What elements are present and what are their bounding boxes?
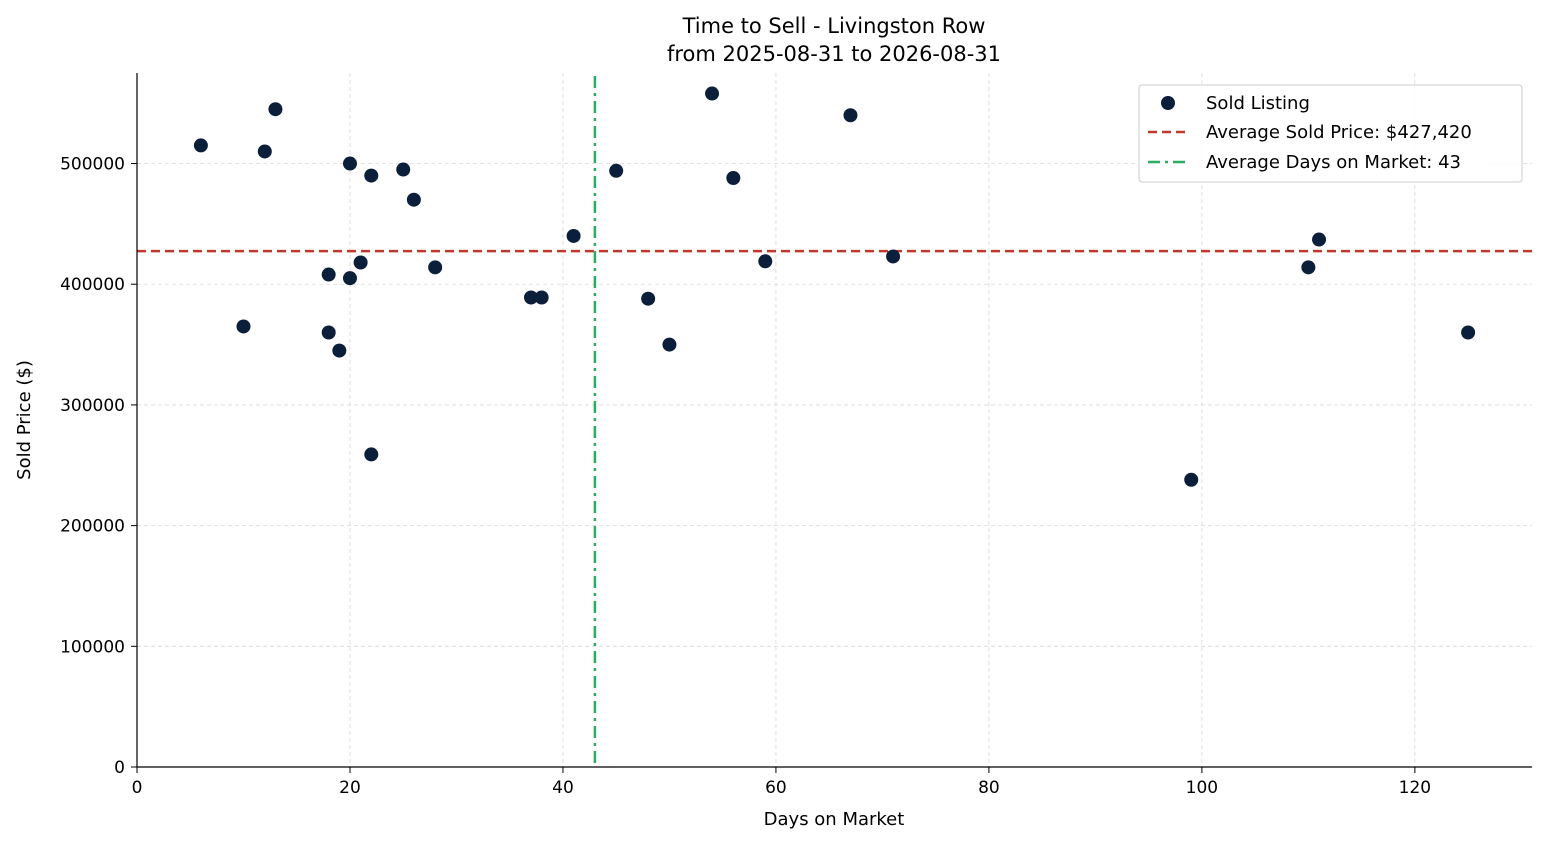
data-point <box>406 192 421 207</box>
x-tick-label: 100 <box>1186 778 1218 798</box>
data-point <box>662 337 677 352</box>
legend-label-avg-price: Average Sold Price: $427,420 <box>1206 122 1472 143</box>
data-point <box>364 168 379 183</box>
data-point <box>726 171 741 186</box>
legend-label-avg-days: Average Days on Market: 43 <box>1206 152 1461 173</box>
x-tick-label: 20 <box>339 778 361 798</box>
x-axis-label: Days on Market <box>764 809 905 830</box>
data-point <box>364 447 379 462</box>
legend: Sold Listing Average Sold Price: $427,42… <box>1138 84 1523 183</box>
chart-subtitle: from 2025-08-31 to 2026-08-31 <box>667 42 1001 66</box>
data-point <box>342 156 357 171</box>
data-point <box>193 138 208 153</box>
y-tick-label: 500000 <box>60 155 125 175</box>
x-tick-label: 40 <box>552 778 574 798</box>
x-tick-label: 60 <box>765 778 787 798</box>
y-ticks: 0 100000 200000 300000 400000 500000 <box>60 155 137 778</box>
chart-title: Time to Sell - Livingston Row <box>682 14 986 38</box>
legend-label-sold-listing: Sold Listing <box>1206 93 1310 114</box>
data-point <box>566 228 581 243</box>
data-point <box>524 290 539 305</box>
data-point <box>353 255 368 270</box>
x-tick-label: 80 <box>978 778 1000 798</box>
data-point <box>886 249 901 264</box>
x-tick-label: 0 <box>132 778 143 798</box>
x-ticks: 0 20 40 60 80 100 120 <box>132 767 1431 798</box>
data-point <box>1312 232 1327 247</box>
data-point <box>1461 325 1476 340</box>
data-point <box>321 325 336 340</box>
data-point <box>396 162 411 177</box>
data-point <box>332 343 347 358</box>
data-point <box>268 102 283 117</box>
data-point <box>534 290 549 305</box>
data-point <box>641 291 656 306</box>
data-point <box>1184 472 1199 487</box>
x-tick-label: 120 <box>1399 778 1431 798</box>
data-point <box>705 86 720 101</box>
data-point <box>321 267 336 282</box>
data-point <box>609 163 624 178</box>
legend-marker-sold-listing <box>1161 96 1175 110</box>
y-axis-label: Sold Price ($) <box>14 360 35 480</box>
y-tick-label: 100000 <box>60 637 125 657</box>
data-point <box>342 271 357 286</box>
legend-box <box>1138 84 1523 183</box>
y-tick-label: 300000 <box>60 396 125 416</box>
data-point <box>843 108 858 123</box>
y-tick-label: 0 <box>114 758 125 778</box>
data-point <box>1301 260 1316 275</box>
grid <box>137 73 1532 767</box>
data-point <box>236 319 251 334</box>
data-point <box>428 260 443 275</box>
data-points <box>193 86 1476 487</box>
data-point <box>257 144 272 159</box>
data-point <box>758 254 773 269</box>
y-tick-label: 200000 <box>60 517 125 537</box>
y-tick-label: 400000 <box>60 275 125 295</box>
reference-lines <box>137 76 1532 767</box>
